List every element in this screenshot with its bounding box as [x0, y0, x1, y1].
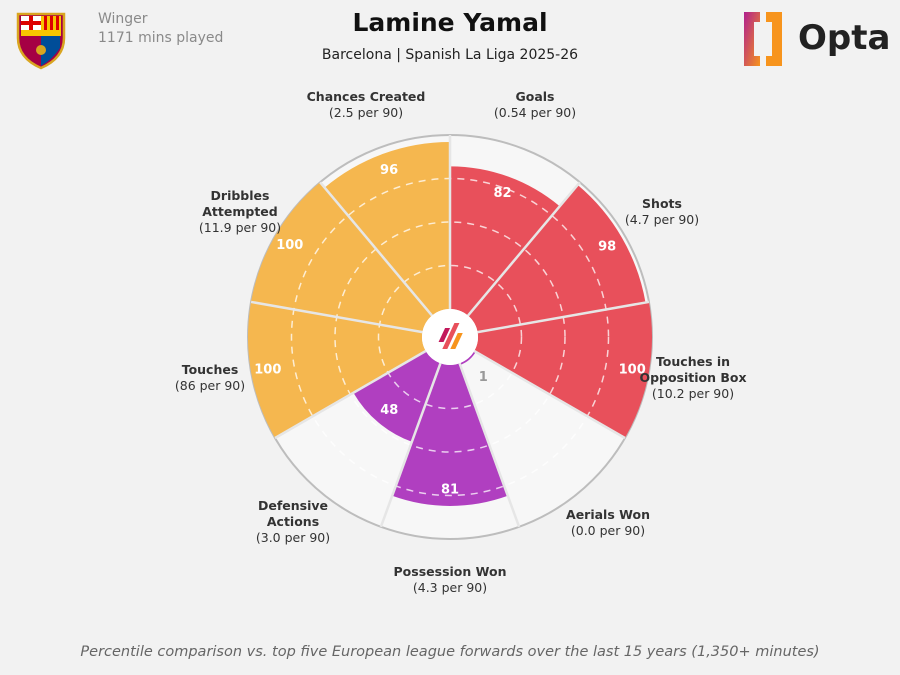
value-label: 98	[598, 240, 616, 255]
wedge-touches-in-opposition-box	[474, 301, 652, 438]
category-per90: (11.9 per 90)	[198, 220, 282, 235]
spoke	[477, 300, 650, 334]
value-label: 81	[441, 482, 459, 497]
category-name: Possession Won	[393, 564, 507, 579]
value-label: 96	[380, 163, 398, 178]
value-label: 82	[494, 186, 512, 201]
category-per90: (2.5 per 90)	[328, 105, 404, 120]
category-name: Shots	[642, 196, 682, 211]
value-label: 1	[479, 370, 488, 385]
opta-logo-icon	[744, 12, 782, 66]
wedge-aerials-won	[459, 351, 476, 365]
value-label: 100	[619, 363, 646, 378]
category-label: Chances Created (2.5 per 90)	[307, 89, 426, 121]
spoke	[458, 362, 521, 528]
ring-25	[377, 264, 523, 410]
subtitle: Barcelona | Spanish La Liga 2025-26	[321, 47, 579, 63]
category-name: Aerials Won	[566, 507, 650, 522]
club-crest-icon	[16, 12, 66, 70]
player-meta: Winger 1171 mins played	[98, 10, 223, 48]
category-name: Chances Created	[306, 89, 426, 104]
category-label: Aerials Won (0.0 per 90)	[566, 507, 650, 539]
category-per90: (0.0 per 90)	[570, 523, 646, 538]
category-per90: (3.0 per 90)	[255, 530, 331, 545]
category-per90: (4.7 per 90)	[624, 212, 700, 227]
spoke	[319, 181, 433, 317]
category-label: Dribbles Attempted (11.9 per 90)	[199, 188, 281, 236]
category-per90: (4.3 per 90)	[412, 580, 488, 595]
wedge-shots	[467, 184, 646, 333]
opta-logo: Opta	[734, 8, 894, 70]
spoke	[274, 349, 427, 440]
category-label: Possession Won (4.3 per 90)	[394, 564, 507, 596]
category-label: Defensive Actions (3.0 per 90)	[256, 498, 330, 546]
logo-bar	[442, 323, 460, 349]
ring-50	[334, 221, 566, 453]
category-name: Touches	[181, 362, 239, 377]
wedge-possession-won	[392, 363, 508, 506]
category-name: Goals	[515, 89, 555, 104]
footnote: Percentile comparison vs. top five Europ…	[80, 644, 820, 660]
category-label: Goals (0.54 per 90)	[494, 89, 576, 121]
category-per90: (86 per 90)	[174, 378, 246, 393]
spoke	[473, 349, 626, 440]
player-name: Lamine Yamal	[352, 8, 548, 37]
value-label: 100	[276, 238, 303, 253]
category-name: Actions	[266, 514, 320, 529]
category-name: Defensive	[257, 498, 329, 513]
wedge-dribbles-attempted	[251, 182, 433, 333]
value-label: 48	[380, 403, 398, 418]
player-position: Winger	[98, 11, 148, 27]
spoke	[379, 362, 442, 528]
spoke	[467, 181, 581, 317]
wedge-touches	[248, 301, 426, 438]
category-name: Dribbles	[210, 188, 270, 203]
wedge-goals	[450, 166, 560, 316]
category-name: Opposition Box	[639, 370, 747, 385]
opta-wordmark: Opta	[798, 18, 891, 58]
category-per90: (0.54 per 90)	[493, 105, 577, 120]
logo-bar	[438, 328, 451, 342]
category-label: Shots (4.7 per 90)	[625, 196, 699, 228]
center-logo-icon	[438, 323, 463, 349]
wedge-defensive-actions	[353, 351, 441, 442]
value-label: 100	[254, 363, 281, 378]
spoke	[250, 300, 423, 334]
minutes-played: 1171 mins played	[98, 30, 224, 46]
category-name: Attempted	[202, 204, 278, 219]
category-name: Touches in	[655, 354, 731, 369]
logo-bar	[450, 333, 463, 349]
category-per90: (10.2 per 90)	[651, 386, 735, 401]
category-label: Touches (86 per 90)	[175, 362, 245, 394]
category-label: Touches in Opposition Box (10.2 per 90)	[639, 354, 746, 402]
